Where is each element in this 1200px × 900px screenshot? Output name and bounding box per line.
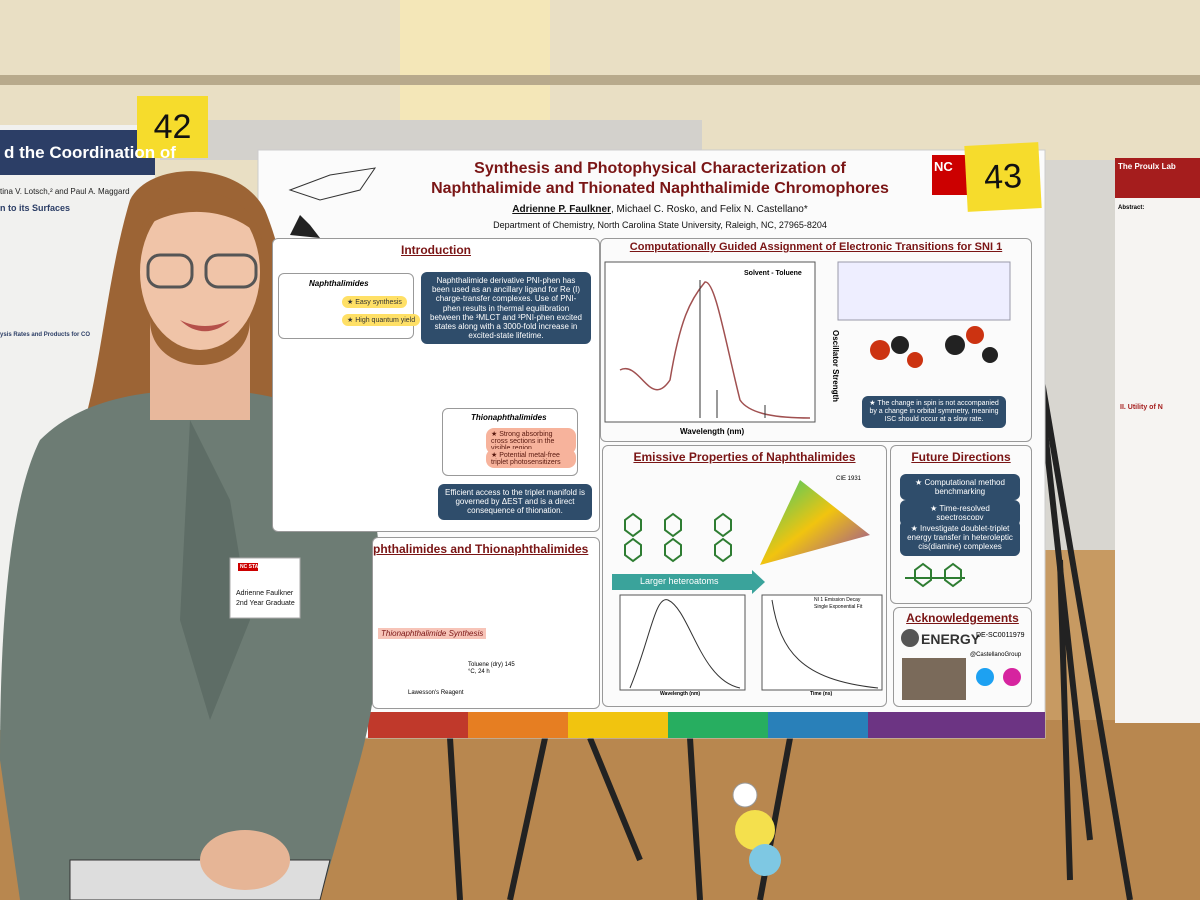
section-heading: Acknowledgements	[906, 611, 1019, 625]
conditions-label: Toluene (dry) 145 °C, 24 h	[468, 662, 515, 675]
poster-title: Naphthalimide and Thionated Naphthalimid…	[431, 180, 889, 197]
arrow-head	[752, 570, 765, 594]
twitter-icon	[976, 668, 994, 686]
emission-plot	[619, 594, 746, 691]
left-poster-authors: tina V. Lotsch,² and Paul A. Maggard	[0, 187, 130, 196]
reagent-label: Lawesson's Reagent	[408, 690, 464, 696]
legend-label: Single Exponential Fit	[814, 604, 863, 610]
intro-conclusion: Efficient access to the triplet manifold…	[438, 484, 592, 520]
acknowledgements-panel: Acknowledgements	[893, 607, 1032, 707]
section-heading: Emissive Properties of Naphthalimides	[633, 450, 856, 464]
axis-label: Oscillator Strength	[831, 330, 840, 403]
intro-summary: Naphthalimide derivative PNI-phen has be…	[421, 272, 591, 345]
decay-curve	[771, 599, 879, 689]
feature-pill: ★ High quantum yield	[342, 314, 421, 326]
badge-name: Adrienne Faulkner	[236, 590, 294, 597]
poster-logo: NC	[934, 159, 953, 174]
axis-label: Wavelength (nm)	[680, 427, 745, 436]
badge-org: NC STATE	[240, 564, 265, 570]
social-handle: @CastellanoGroup	[970, 652, 1022, 658]
computation-panel: Computationally Guided Assignment of Ele…	[600, 238, 1032, 442]
axis-label: Time (ns)	[810, 691, 833, 697]
grant-number: DE-SC0011979	[976, 632, 1025, 639]
axis-label: Wavelength (nm)	[660, 691, 701, 697]
agency-logo: ENERGY	[921, 631, 981, 647]
left-poster-section: n to its Surfaces	[0, 203, 71, 213]
instagram-icon	[1003, 668, 1021, 686]
left-poster-bar	[0, 130, 155, 175]
plot-label: Solvent - Toluene	[744, 270, 802, 277]
legend-label: NI 1 Emission Decay	[814, 597, 861, 603]
absorbance-curve	[619, 281, 811, 419]
feature-pill: ★ Easy synthesis	[342, 296, 407, 308]
poster-title: Synthesis and Photophysical Characteriza…	[474, 160, 846, 177]
doe-logo	[901, 629, 919, 647]
computation-note: ★ The change in spin is not accompanied …	[862, 396, 1006, 429]
cie-diagram	[760, 480, 870, 565]
synthesis-panel: phthalimides and Thionaphthalimides	[372, 537, 600, 709]
right-poster-title: The Proulx Lab	[1118, 162, 1176, 171]
future-panel: Future Directions	[890, 445, 1032, 604]
plot-label: CIE 1931	[836, 476, 862, 482]
stripe	[468, 712, 568, 738]
arrow-bar	[612, 574, 752, 590]
future-item: ★ Computational method benchmarking	[900, 474, 1020, 501]
emission-curve	[629, 599, 741, 689]
stripe	[868, 712, 1045, 738]
easels	[447, 339, 1133, 900]
emission-panel: Emissive Properties of Naphthalimides	[602, 445, 887, 707]
poster-authors: Adrienne P. Faulkner, Michael C. Rosko, …	[380, 204, 940, 216]
nc-map	[288, 167, 377, 201]
box-heading: Thionaphthalimides	[471, 413, 547, 422]
left-poster-title: d the Coordination of	[4, 143, 176, 162]
right-poster	[1115, 158, 1200, 723]
left-poster-section: ysis Rates and Products for CO	[0, 332, 91, 338]
right-poster-text: Abstract:	[1118, 205, 1145, 211]
section-heading: Introduction	[401, 243, 471, 257]
wall-trim	[0, 75, 1200, 85]
section-heading: Computationally Guided Assignment of Ele…	[629, 241, 1003, 253]
feature-pill: ★ Potential metal-free triplet photosens…	[486, 449, 576, 468]
wolf-icon	[290, 215, 320, 238]
badge-role: 2nd Year Graduate	[236, 600, 295, 607]
stripe	[768, 712, 868, 738]
spectrum-plot	[604, 261, 816, 423]
stripe	[568, 712, 668, 738]
stripe	[368, 712, 468, 738]
keychain	[732, 782, 781, 876]
section-heading: phthalimides and Thionaphthalimides	[373, 542, 589, 556]
lead-author: Adrienne P. Faulkner	[512, 204, 611, 215]
group-photo	[902, 658, 966, 700]
arrow-label: Larger heteroatoms	[640, 576, 719, 586]
window	[400, 0, 550, 120]
right-poster-section: II. Utility of N	[1120, 404, 1163, 411]
number-sign: 42	[137, 96, 208, 158]
right-poster-bar	[1115, 158, 1200, 198]
transition-table	[837, 261, 1011, 321]
coauthors: , Michael C. Rosko, and Felix N. Castell…	[611, 204, 808, 215]
number-sign: 43	[964, 142, 1042, 212]
orbitals	[870, 326, 998, 368]
future-item: ★ Investigate doublet-triplet energy tra…	[900, 520, 1020, 556]
transition-sticks	[699, 280, 766, 418]
stripe	[668, 712, 768, 738]
section-heading: Future Directions	[911, 450, 1011, 464]
subheading: Thionaphthalimide Synthesis	[378, 628, 487, 640]
poster-department: Department of Chemistry, North Carolina …	[493, 220, 827, 230]
box-heading: Naphthalimides	[309, 279, 369, 288]
